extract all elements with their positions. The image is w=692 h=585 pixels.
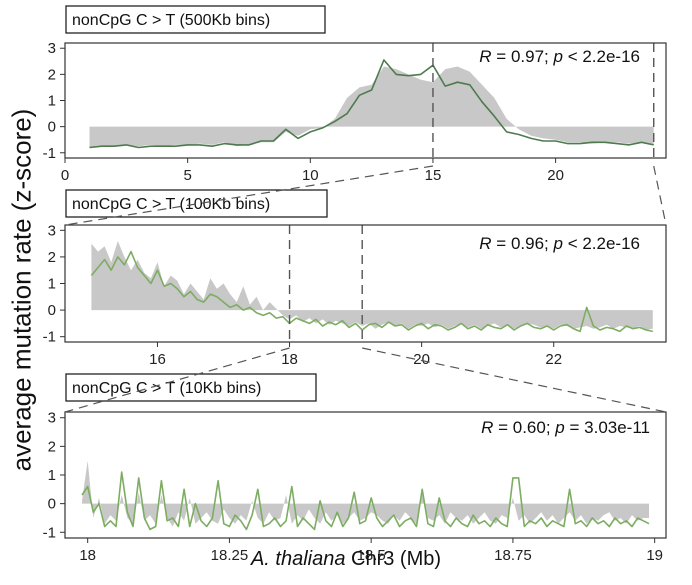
stat-value: < 2.2e-16: [563, 234, 640, 253]
x-tick-label: 18: [79, 547, 96, 564]
panel-1: nonCpG C > T (500Kb bins) -1 0 1 2 3 0 5 10 15 20 R…: [43, 5, 667, 184]
panel-title-box: [65, 5, 326, 34]
x-tick-label: 22: [545, 351, 562, 368]
y-tick-label: 2: [48, 438, 56, 455]
y-tick-label: 0: [48, 119, 56, 136]
x-tick-label: 18.75: [494, 547, 532, 564]
y-tick-label: 0: [48, 302, 56, 319]
x-tick-label: 16: [149, 351, 166, 368]
y-tick-label: 0: [48, 496, 56, 513]
stat-value: = 0.97;: [492, 47, 554, 66]
x-tick-label: 5: [183, 167, 191, 184]
stat-symbol: p: [553, 234, 563, 253]
stat-annotation: R = 0.96; p < 2.2e-16: [479, 234, 640, 253]
x-tick-label: 18: [281, 351, 298, 368]
area-series: [91, 241, 653, 330]
x-tick-label: 20: [547, 167, 564, 184]
area-series: [82, 460, 649, 527]
y-tick-label: 2: [48, 66, 56, 83]
x-tick-label: 18.5: [357, 547, 386, 564]
zoom-connector: [362, 347, 667, 413]
x-axis-label: A. thaliana Chr3 (Mb): [0, 548, 692, 571]
zoom-connector: [64, 165, 434, 226]
stat-value: = 3.03e-11: [565, 418, 650, 437]
panel-title: nonCpG C > T (100Kb bins): [72, 196, 270, 213]
stat-symbol: p: [554, 418, 564, 437]
y-tick-label: 1: [48, 467, 56, 484]
y-tick-label: 1: [48, 93, 56, 110]
x-axis-label-species: A. thaliana: [250, 548, 346, 570]
stat-value: = 0.96;: [492, 234, 554, 253]
area-series: [89, 66, 654, 148]
y-tick-label: 2: [48, 249, 56, 266]
y-tick-label: -1: [43, 524, 56, 541]
y-tick-label: 1: [48, 276, 56, 293]
stat-annotation: R = 0.97; p < 2.2e-16: [479, 47, 640, 66]
stat-symbol: R: [481, 418, 493, 437]
stat-value: < 2.2e-16: [563, 47, 640, 66]
x-axis-label-rest: Chr3 (Mb): [345, 548, 442, 570]
stat-symbol: p: [553, 47, 563, 66]
panel-3: nonCpG C > T (10Kb bins) -1 0 1 2 3 18 18.25 18.…: [43, 373, 667, 564]
panel-title-box: [65, 189, 328, 218]
zoom-connector: [64, 347, 290, 413]
line-series: [81, 471, 650, 531]
panel-title: nonCpG C > T (500Kb bins): [72, 12, 270, 29]
stat-value: = 0.60;: [493, 418, 555, 437]
line-series: [89, 59, 654, 149]
y-tick-label: 3: [48, 222, 56, 239]
y-tick-label: 3: [48, 40, 56, 57]
stat-symbol: R: [479, 234, 491, 253]
x-tick-label: 0: [61, 167, 69, 184]
x-tick-label: 15: [425, 167, 442, 184]
stat-symbol: R: [479, 47, 491, 66]
x-tick-label: 19: [646, 547, 663, 564]
y-axis-label: average mutation rate (z-score): [6, 108, 37, 472]
panel-title: nonCpG C > T (10Kb bins): [72, 380, 261, 397]
zoom-connector: [653, 165, 667, 226]
line-series: [90, 250, 653, 333]
y-tick-label: 3: [48, 410, 56, 427]
y-tick-label: -1: [43, 329, 56, 346]
y-tick-label: -1: [43, 145, 56, 162]
panel-title-box: [65, 373, 317, 402]
panel-2: nonCpG C > T (100Kb bins) -1 0 1 2 3 16 18 20 22 R…: [43, 189, 667, 368]
x-tick-label: 10: [302, 167, 319, 184]
x-tick-label: 20: [413, 351, 430, 368]
stat-annotation: R = 0.60; p = 3.03e-11: [481, 418, 650, 437]
x-tick-label: 18.25: [211, 547, 249, 564]
